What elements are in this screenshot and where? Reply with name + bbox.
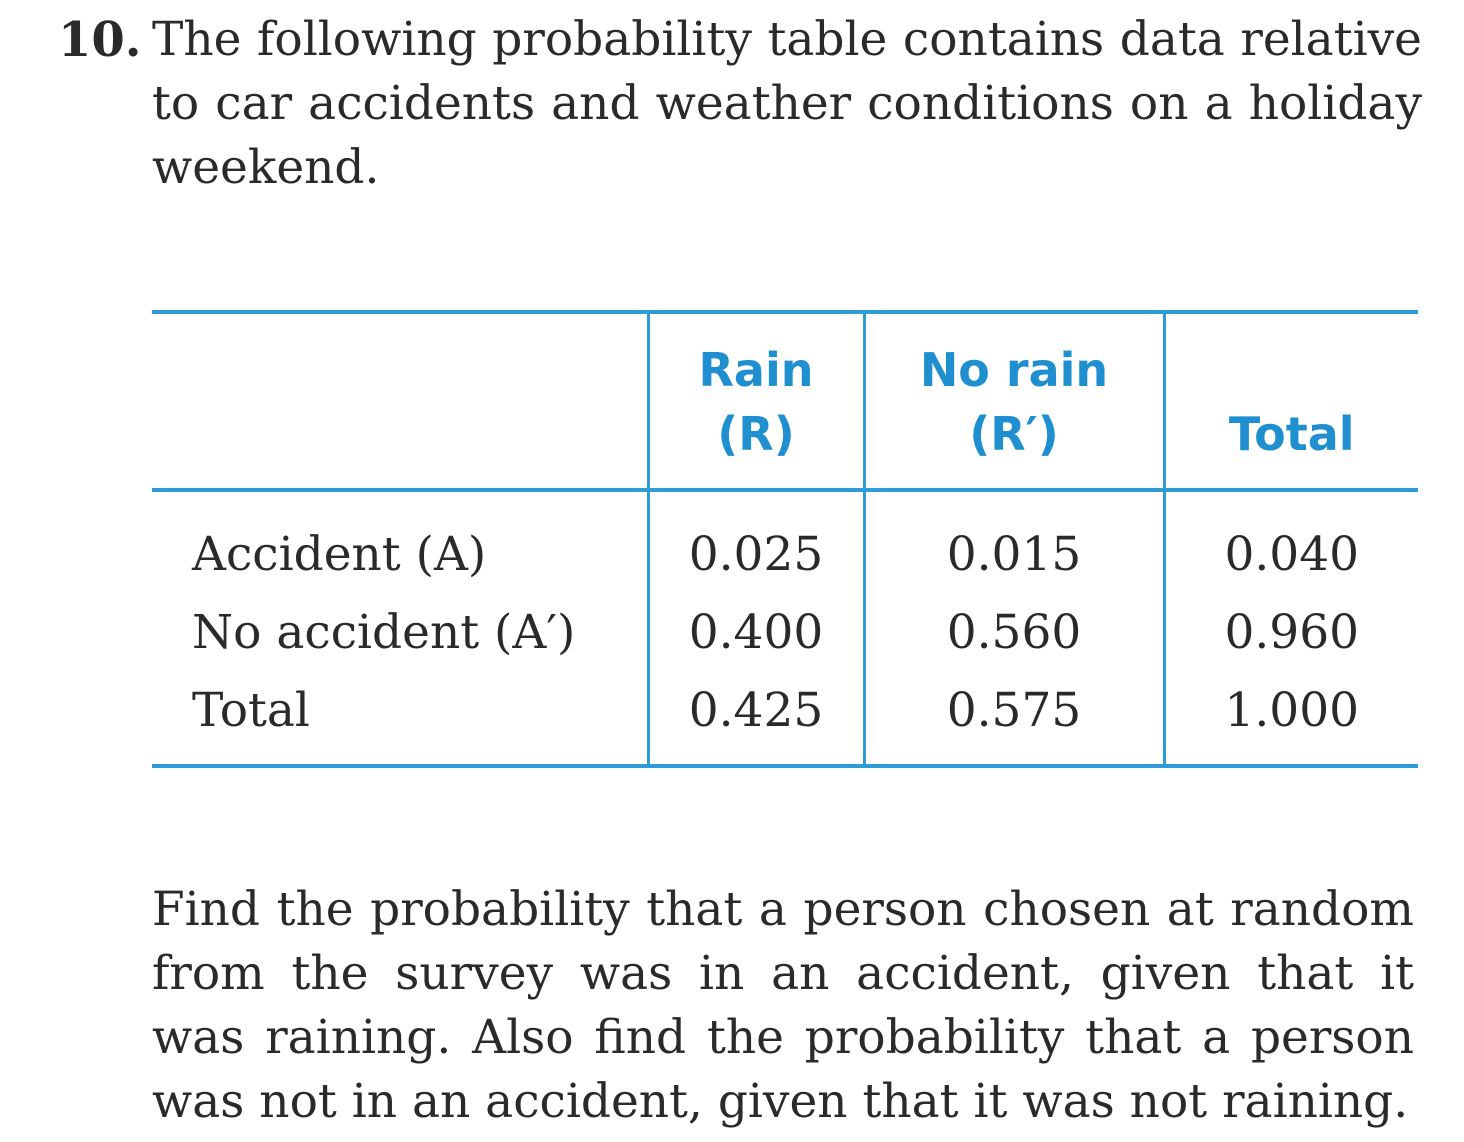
row-label-total: Total [192,683,310,738]
cell-total-no-rain: 0.575 [862,672,1164,766]
row-label-accident: Accident (A) [192,527,487,582]
problem-number: 10. [58,12,142,68]
header-total: Total [1162,312,1418,490]
table-header-row: Rain (R) No rain (R′) Total [152,312,1418,490]
probability-table-container: Rain (R) No rain (R′) Total Accident (A)… [152,310,1418,766]
header-corner-cell [152,312,648,490]
table-row: Total 0.425 0.575 1.000 [152,672,1418,766]
cell-no-accident-total: 0.960 [1162,594,1418,672]
problem-text: The following probability table contains… [152,12,1422,195]
cell-total-total: 1.000 [1162,672,1418,766]
cell-accident-no-rain: 0.015 [862,490,1164,594]
table-row: Accident (A) 0.025 0.015 0.040 [152,490,1418,594]
header-total-label: Total [1228,407,1355,461]
cell-no-accident-rain: 0.400 [646,594,864,672]
header-no-rain: No rain (R′) [862,312,1164,490]
cell-accident-rain: 0.025 [646,490,864,594]
cell-no-accident-no-rain: 0.560 [862,594,1164,672]
question-text: Find the probability that a person chose… [152,882,1414,1129]
table-row: No accident (A′) 0.400 0.560 0.960 [152,594,1418,672]
header-no-rain-label: No rain [919,343,1109,397]
header-rain-label: Rain [698,343,814,397]
header-rain: Rain (R) [646,312,864,490]
cell-accident-total: 0.040 [1162,490,1418,594]
probability-table: Rain (R) No rain (R′) Total Accident (A)… [152,310,1418,768]
header-no-rain-symbol: (R′) [969,407,1059,461]
header-rain-symbol: (R) [717,407,795,461]
cell-total-rain: 0.425 [646,672,864,766]
row-label-no-accident: No accident (A′) [192,605,576,660]
